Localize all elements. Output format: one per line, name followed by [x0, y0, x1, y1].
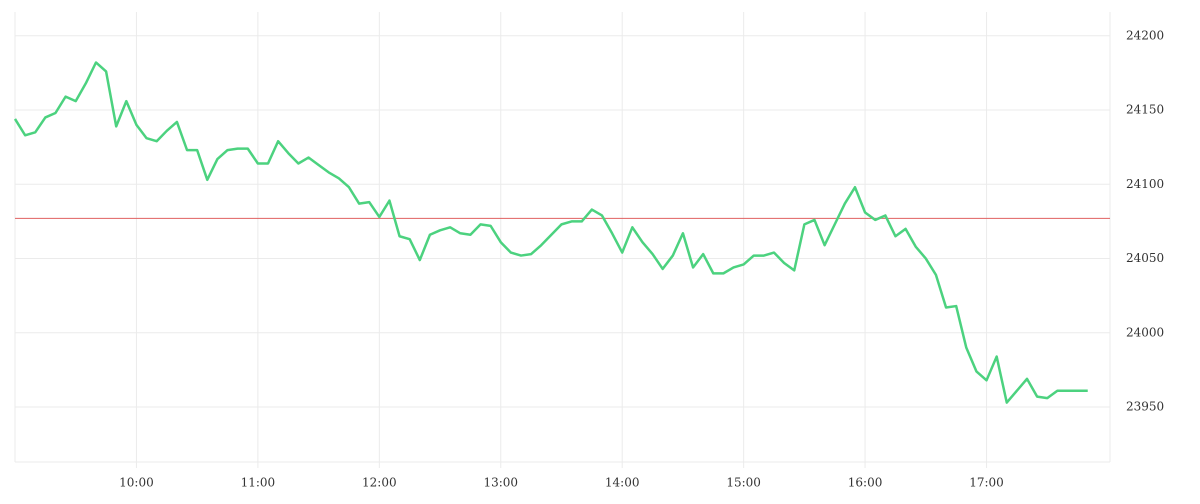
y-tick-label: 24200 — [1126, 28, 1164, 42]
x-tick-label: 17:00 — [969, 476, 1004, 490]
x-tick-label: 12:00 — [362, 476, 397, 490]
y-tick-label: 24050 — [1126, 251, 1164, 265]
x-tick-label: 16:00 — [848, 476, 883, 490]
x-tick-label: 11:00 — [241, 476, 276, 490]
y-tick-label: 24100 — [1126, 177, 1164, 191]
y-tick-label: 24000 — [1126, 325, 1164, 339]
x-tick-label: 10:00 — [119, 476, 154, 490]
x-tick-label: 15:00 — [726, 476, 761, 490]
y-tick-label: 24150 — [1126, 103, 1164, 117]
x-tick-label: 13:00 — [483, 476, 518, 490]
price-line — [13, 61, 1088, 404]
y-tick-label: 23950 — [1126, 400, 1164, 414]
x-tick-label: 14:00 — [605, 476, 640, 490]
